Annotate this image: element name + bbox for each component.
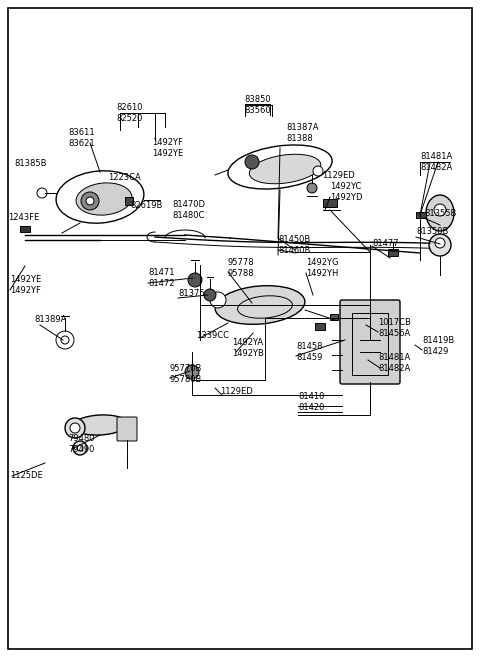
Text: 1129ED: 1129ED (220, 388, 253, 397)
Text: 81471
81472: 81471 81472 (148, 268, 175, 288)
Bar (416, 212, 426, 218)
Text: 1492YF
1492YE: 1492YF 1492YE (152, 139, 183, 158)
Text: 1243FE: 1243FE (8, 214, 39, 223)
Text: 81387A
81388: 81387A 81388 (286, 124, 319, 143)
Text: 1492YE
1492YF: 1492YE 1492YF (10, 275, 41, 295)
Text: 81481A
81482A: 81481A 81482A (420, 152, 452, 171)
Ellipse shape (76, 183, 132, 215)
Text: 1492YG
1492YH: 1492YG 1492YH (306, 258, 338, 278)
Bar (125, 197, 133, 205)
Circle shape (61, 336, 69, 344)
Text: 1223CA: 1223CA (108, 173, 141, 181)
Text: 81450B
81460B: 81450B 81460B (278, 235, 311, 255)
Bar (330, 314, 338, 320)
Ellipse shape (72, 415, 128, 435)
Text: 1339CC: 1339CC (196, 330, 229, 340)
Text: 81410
81420: 81410 81420 (298, 392, 324, 412)
Text: 1129ED: 1129ED (322, 171, 355, 179)
Text: 81481A
81482A: 81481A 81482A (378, 353, 410, 373)
Circle shape (81, 192, 99, 210)
Circle shape (210, 292, 226, 308)
Bar (323, 199, 337, 207)
Circle shape (307, 183, 317, 193)
Text: 82619B: 82619B (130, 202, 162, 210)
Circle shape (73, 441, 87, 455)
Text: 81385B: 81385B (14, 158, 47, 168)
Ellipse shape (426, 195, 454, 231)
Circle shape (204, 289, 216, 301)
Circle shape (245, 155, 259, 169)
Text: 83611
83621: 83611 83621 (68, 128, 95, 148)
Ellipse shape (429, 234, 451, 256)
Circle shape (185, 365, 199, 379)
Text: 79480
79490: 79480 79490 (68, 434, 95, 454)
Text: 1492YA
1492YB: 1492YA 1492YB (232, 338, 264, 357)
Bar (20, 226, 30, 232)
Text: 81477: 81477 (372, 238, 398, 248)
Text: 81419B
81429: 81419B 81429 (422, 336, 454, 355)
FancyBboxPatch shape (117, 417, 137, 441)
Ellipse shape (215, 286, 305, 325)
Text: 1492YC
1492YD: 1492YC 1492YD (330, 182, 362, 202)
Bar (352, 313, 388, 375)
FancyBboxPatch shape (340, 300, 400, 384)
Circle shape (37, 188, 47, 198)
Text: 82610
82520: 82610 82520 (116, 103, 143, 123)
Circle shape (313, 166, 323, 176)
Text: 81470D
81480C: 81470D 81480C (172, 200, 205, 219)
Text: 81458
81459: 81458 81459 (296, 342, 323, 362)
Text: 81389A: 81389A (34, 315, 66, 325)
Circle shape (65, 418, 85, 438)
Text: 81375: 81375 (178, 288, 204, 298)
Text: 1017CB
81456A: 1017CB 81456A (378, 318, 411, 338)
Ellipse shape (249, 154, 321, 184)
Circle shape (77, 445, 83, 451)
Bar (315, 323, 325, 330)
Circle shape (86, 197, 94, 205)
Text: 1125DE: 1125DE (10, 472, 43, 480)
Circle shape (434, 204, 446, 216)
Text: 81350B: 81350B (416, 227, 448, 237)
Text: 95770B
95780B: 95770B 95780B (170, 364, 203, 384)
Text: 95778
95788: 95778 95788 (228, 258, 254, 278)
Text: 81355B: 81355B (424, 208, 456, 217)
Circle shape (70, 423, 80, 433)
Text: 83850
83560: 83850 83560 (245, 95, 271, 115)
Circle shape (435, 238, 445, 248)
Bar (388, 249, 398, 256)
Circle shape (188, 273, 202, 287)
